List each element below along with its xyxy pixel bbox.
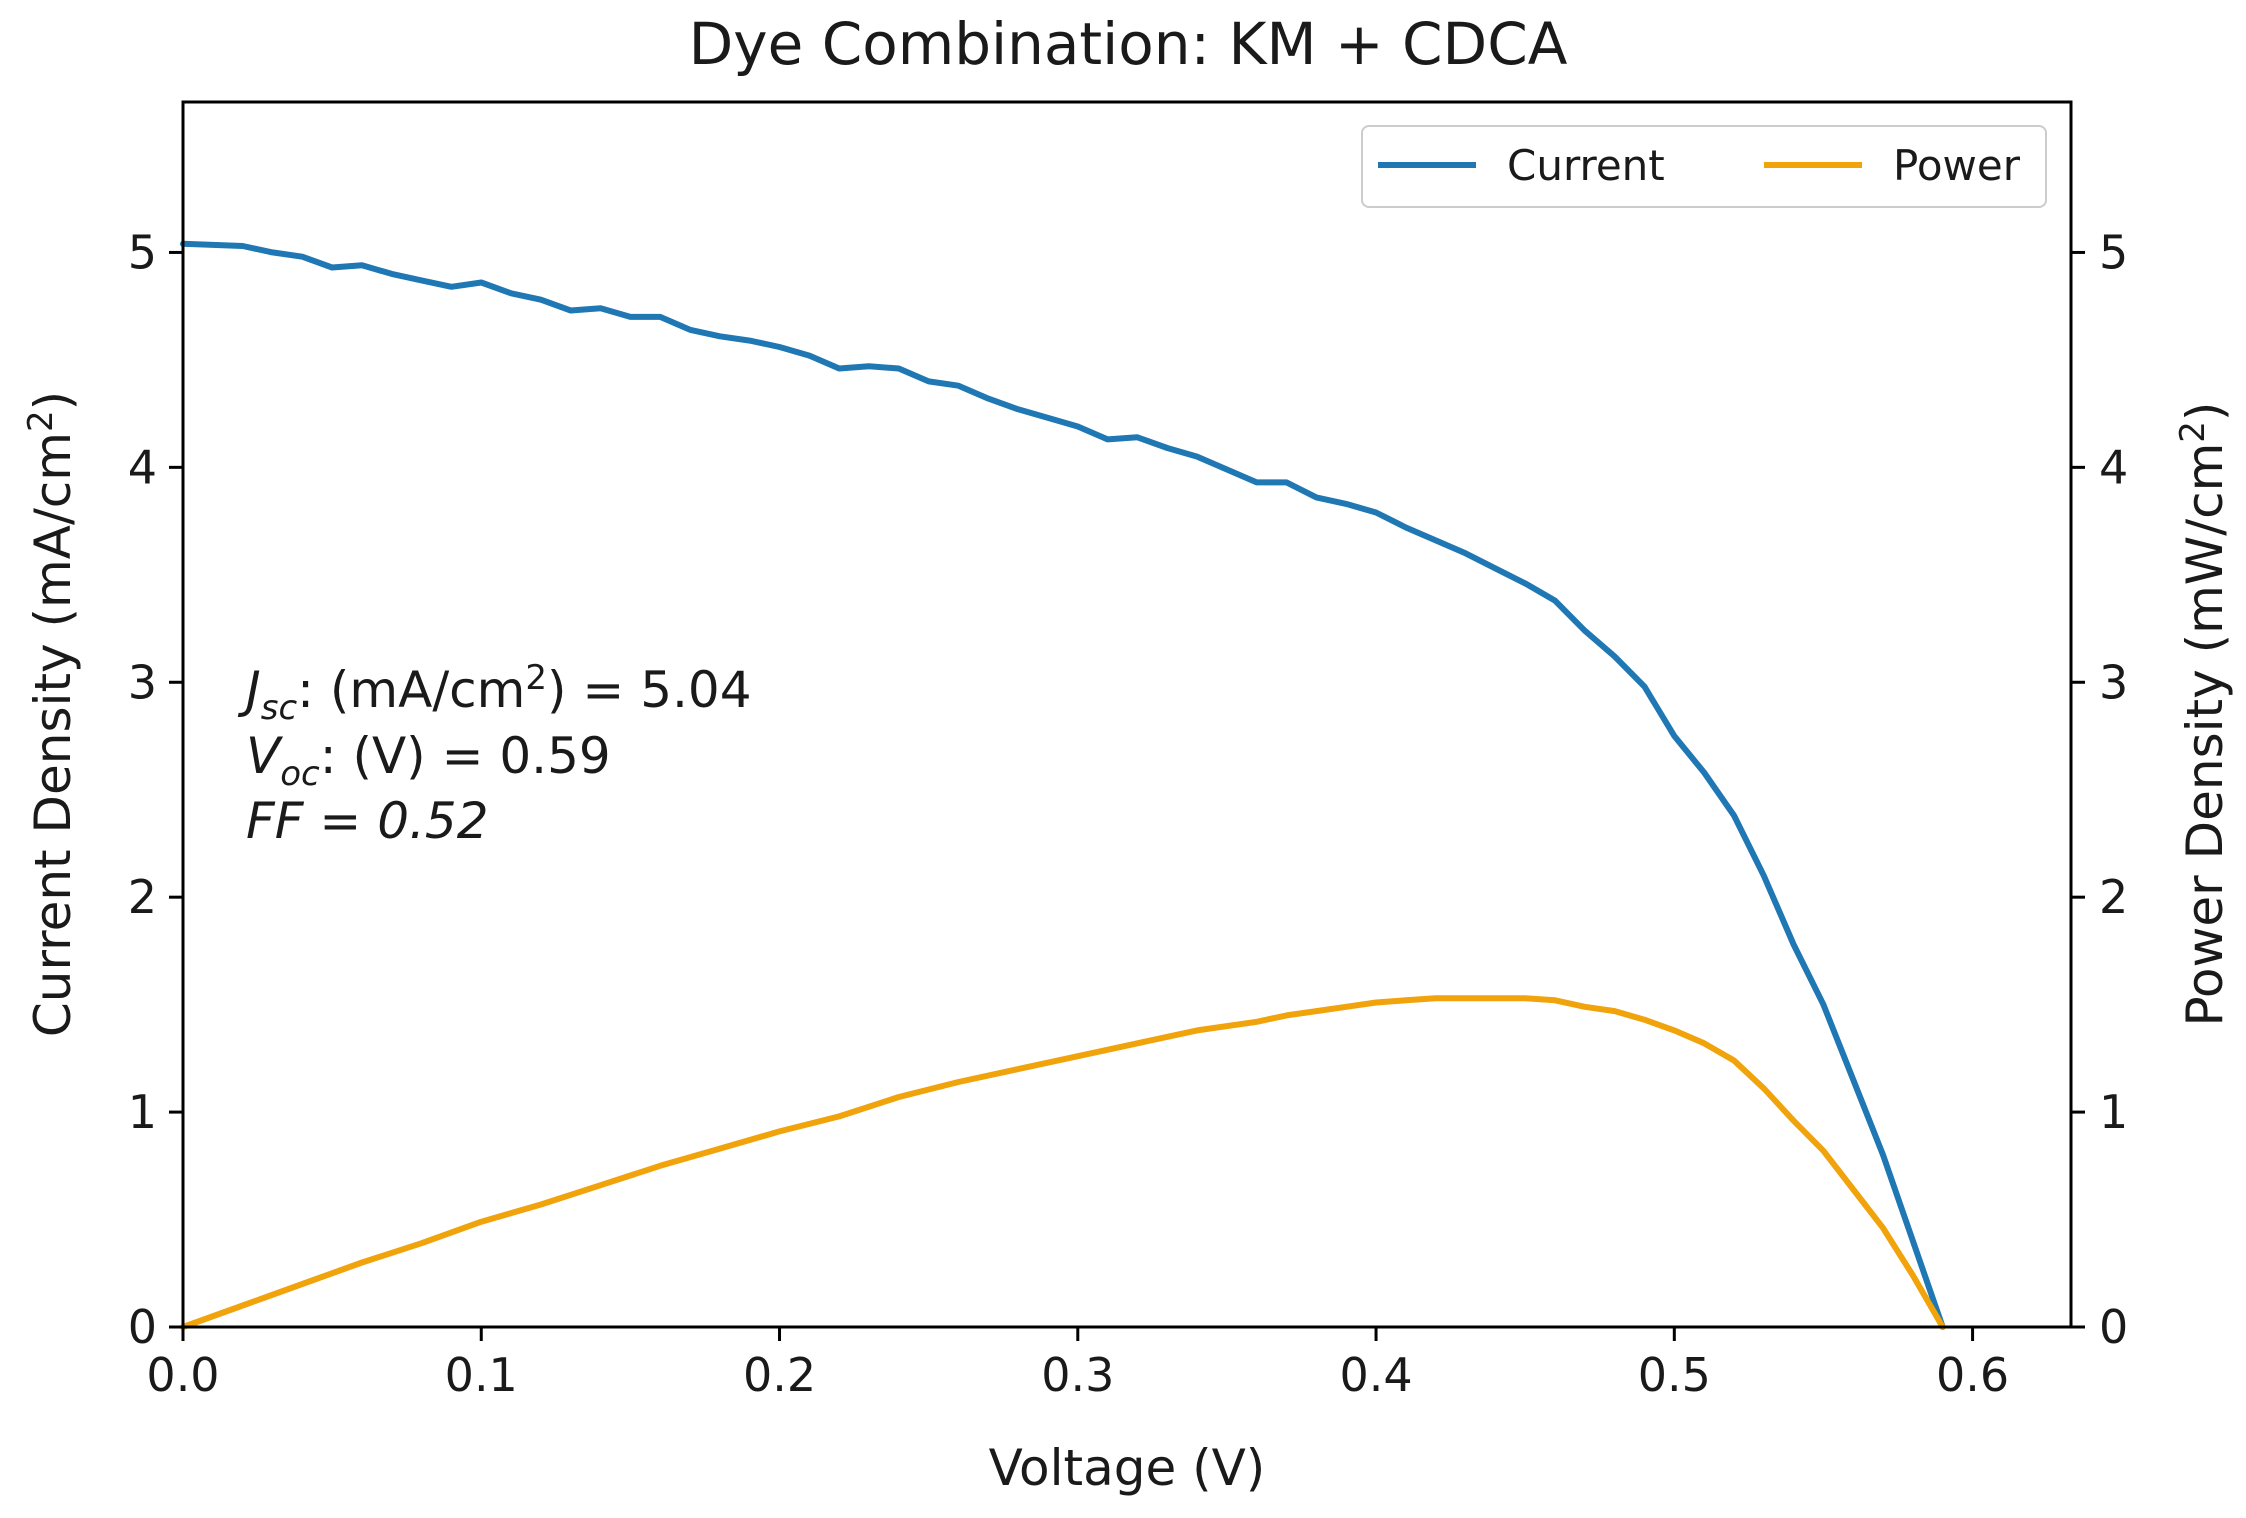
plot-lines bbox=[180, 240, 1946, 1330]
right-y-tick-label: 4 bbox=[2099, 440, 2128, 494]
left-y-tick-label: 4 bbox=[128, 440, 157, 494]
x-tick-label: 0.2 bbox=[743, 1348, 816, 1402]
x-tick-label: 0.0 bbox=[146, 1348, 219, 1402]
x-tick-label: 0.1 bbox=[445, 1348, 518, 1402]
right-y-tick-label: 5 bbox=[2099, 225, 2128, 279]
right-y-axis-ticks: 0 1 2 3 4 5 bbox=[2071, 225, 2128, 1354]
voc-subscript: oc bbox=[280, 754, 320, 794]
right-y-tick-label: 3 bbox=[2099, 655, 2128, 709]
jsc-text-a: : (mA/cm bbox=[297, 661, 525, 719]
jsc-annotation: Jsc: (mA/cm2) = 5.04 bbox=[237, 658, 752, 728]
left-y-axis-ticks: 0 1 2 3 4 5 bbox=[128, 225, 183, 1354]
left-y-tick-label: 2 bbox=[128, 870, 157, 924]
plot-frame bbox=[181, 100, 2073, 1329]
voc-annotation: Voc: (V) = 0.59 bbox=[246, 727, 611, 794]
x-axis-ticks: 0.0 0.1 0.2 0.3 0.4 0.5 0.6 bbox=[146, 1327, 2009, 1402]
x-tick-label: 0.5 bbox=[1638, 1348, 1711, 1402]
jsc-text-b: ) = 5.04 bbox=[547, 661, 752, 719]
series-line-power bbox=[180, 995, 1946, 1330]
x-tick-label: 0.3 bbox=[1041, 1348, 1114, 1402]
right-y-axis-label: Power Density (mW/cm2) bbox=[2173, 402, 2234, 1027]
x-tick-label: 0.4 bbox=[1339, 1348, 1412, 1402]
ff-annotation: FF = 0.52 bbox=[246, 792, 489, 850]
right-y-tick-label: 1 bbox=[2099, 1085, 2128, 1139]
right-y-tick-label: 0 bbox=[2099, 1300, 2128, 1354]
legend-box bbox=[1361, 125, 2047, 208]
legend-label-power: Power bbox=[1893, 141, 2021, 190]
voc-symbol: V bbox=[246, 727, 284, 785]
left-y-tick-label: 0 bbox=[128, 1300, 157, 1354]
legend-label-current: Current bbox=[1507, 141, 1665, 190]
left-y-tick-label: 5 bbox=[128, 225, 157, 279]
jsc-subscript: sc bbox=[261, 688, 298, 728]
chart-title: Dye Combination: KM + CDCA bbox=[689, 10, 1568, 78]
right-y-tick-label: 2 bbox=[2099, 870, 2128, 924]
left-y-axis-label: Current Density (mA/cm2) bbox=[21, 391, 82, 1037]
left-y-axis-label-sup: 2 bbox=[21, 410, 61, 432]
x-tick-label: 0.6 bbox=[1936, 1348, 2009, 1402]
x-axis-label: Voltage (V) bbox=[989, 1439, 1266, 1497]
left-y-axis-label-base: Current Density (mA/cm bbox=[24, 432, 82, 1037]
right-y-axis-label-base: Power Density (mW/cm bbox=[2176, 443, 2234, 1027]
left-y-axis-label-close: ) bbox=[24, 391, 82, 411]
left-y-tick-label: 1 bbox=[128, 1085, 157, 1139]
right-y-axis-label-sup: 2 bbox=[2173, 421, 2213, 443]
series-line-current bbox=[180, 240, 1946, 1330]
left-y-tick-label: 3 bbox=[128, 655, 157, 709]
right-y-axis-label-close: ) bbox=[2176, 402, 2234, 422]
voc-text: : (V) = 0.59 bbox=[320, 727, 611, 785]
jsc-superscript: 2 bbox=[525, 658, 547, 698]
legend: Current Power bbox=[1361, 125, 2047, 208]
